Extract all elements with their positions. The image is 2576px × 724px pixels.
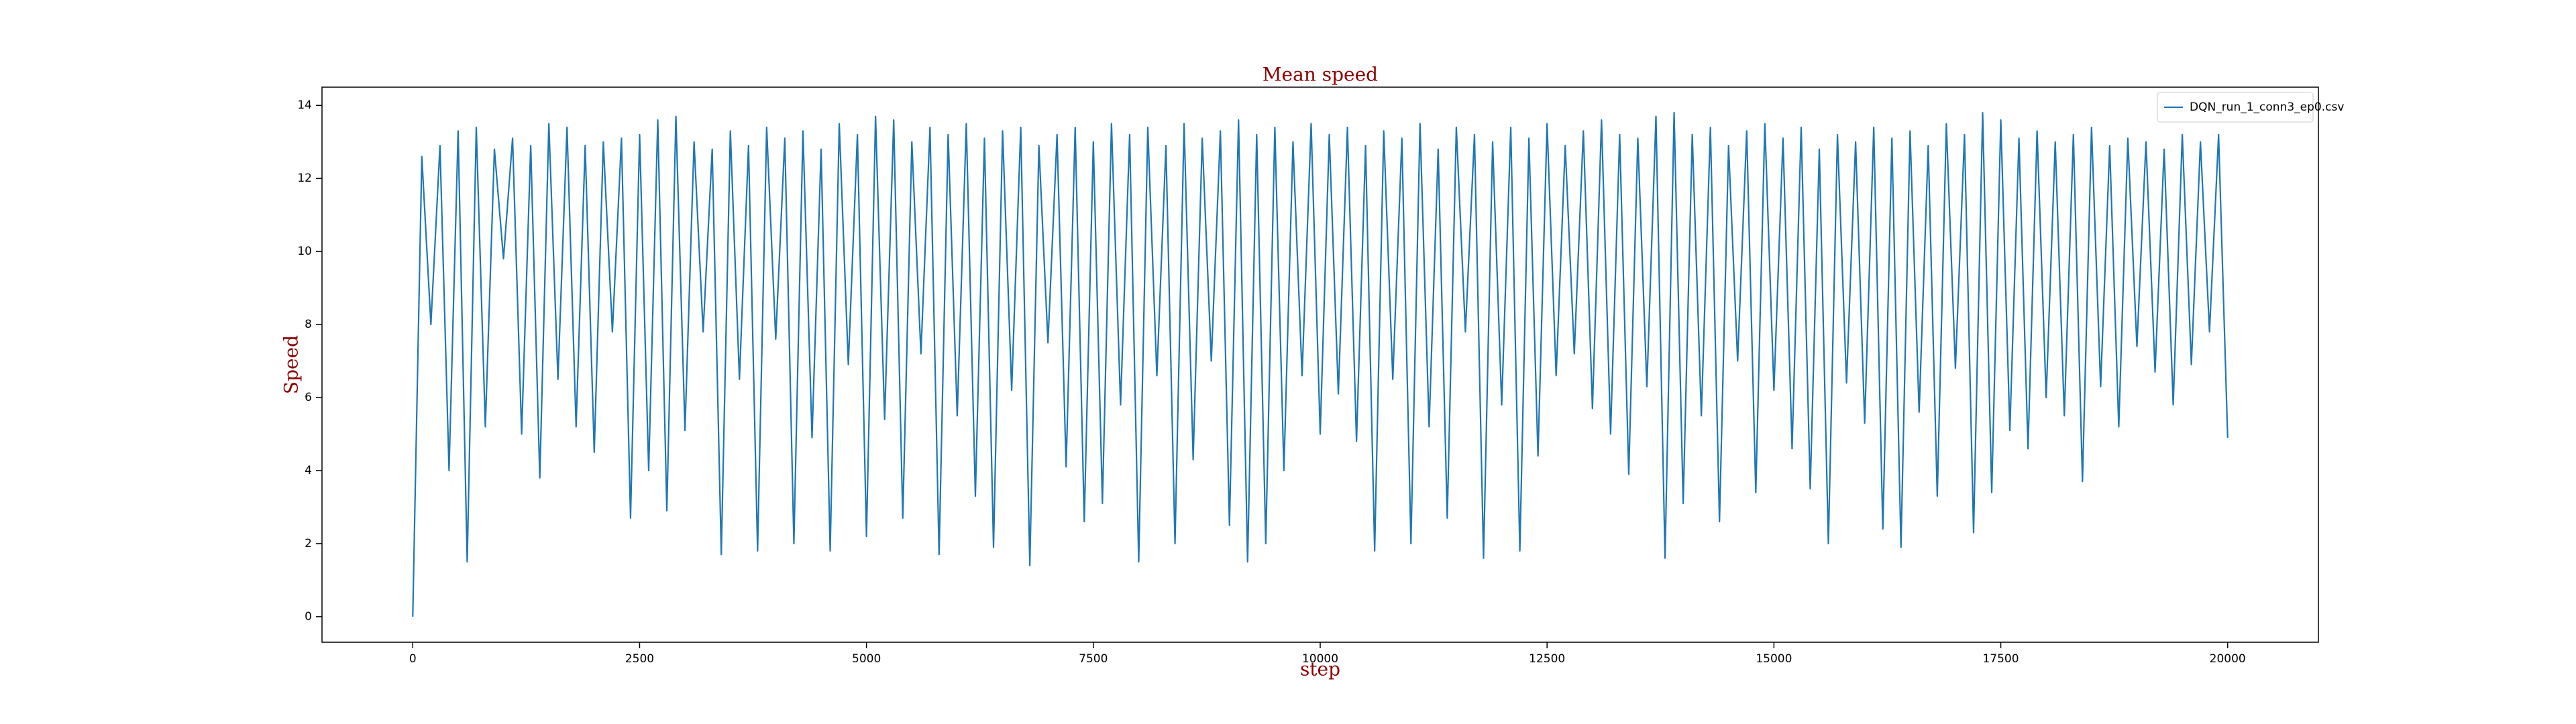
legend-label: DQN_run_1_conn3_ep0.csv bbox=[2190, 101, 2344, 114]
x-tick-label: 2500 bbox=[625, 652, 654, 666]
y-tick-label: 4 bbox=[305, 464, 312, 477]
x-tick-label: 12500 bbox=[1529, 652, 1565, 666]
x-tick-label: 5000 bbox=[852, 652, 881, 666]
x-tick-label: 0 bbox=[409, 652, 417, 666]
chart-title: Mean speed bbox=[1263, 64, 1378, 86]
x-tick-label: 7500 bbox=[1079, 652, 1108, 666]
x-tick-label: 10000 bbox=[1302, 652, 1338, 666]
legend-box bbox=[2157, 92, 2314, 123]
data-line bbox=[412, 112, 2229, 617]
y-tick-label: 10 bbox=[297, 245, 312, 258]
y-tick-label: 6 bbox=[305, 391, 312, 404]
y-tick-label: 14 bbox=[297, 99, 312, 112]
y-tick-label: 8 bbox=[305, 318, 312, 331]
x-tick-label: 17500 bbox=[1982, 652, 2019, 666]
y-tick-label: 0 bbox=[305, 610, 312, 623]
x-tick-label: 15000 bbox=[1756, 652, 1792, 666]
y-axis-label: Speed bbox=[280, 335, 303, 394]
y-tick-label: 12 bbox=[297, 172, 312, 185]
y-tick-label: 2 bbox=[305, 537, 312, 550]
x-axis-label: step bbox=[1300, 658, 1340, 680]
x-tick-label: 20000 bbox=[2210, 652, 2246, 666]
plot-frame bbox=[321, 86, 2319, 643]
